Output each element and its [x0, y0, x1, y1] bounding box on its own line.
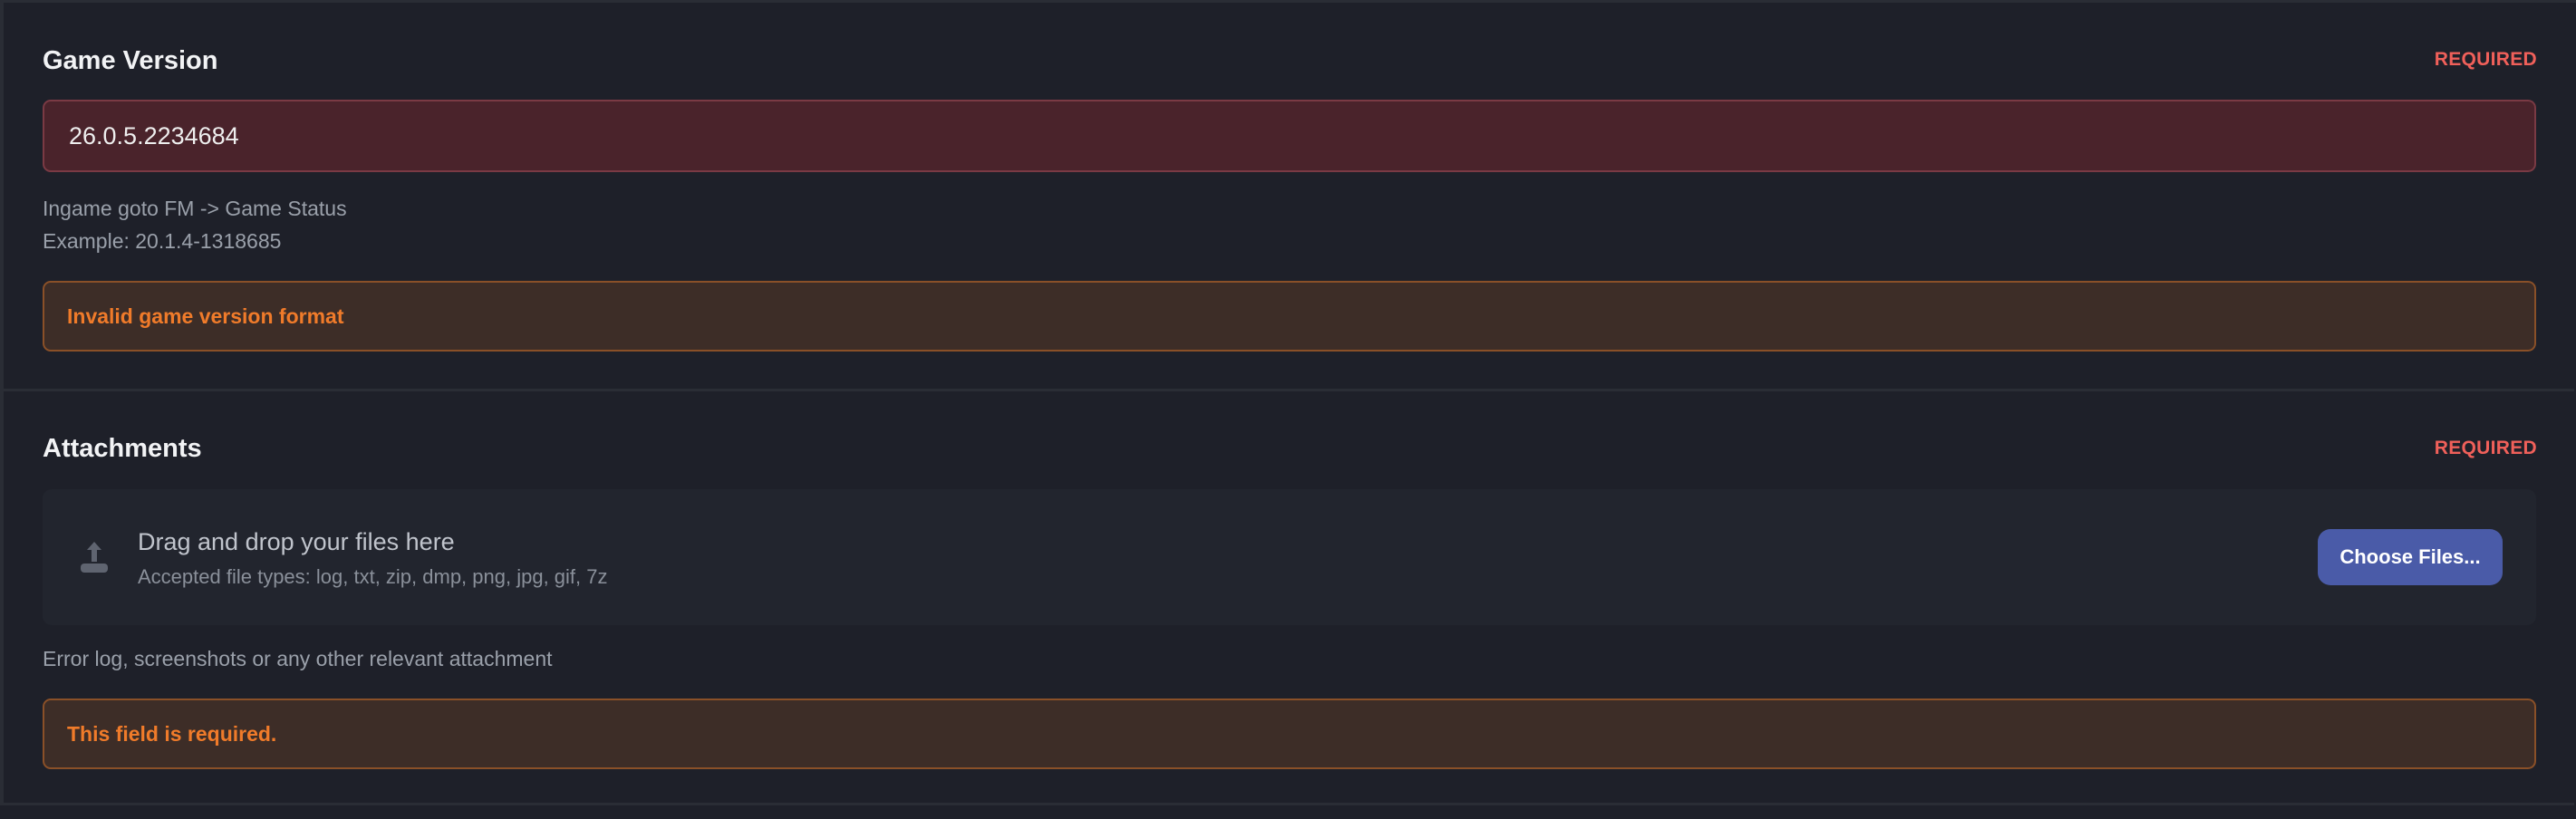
- attachments-error: This field is required.: [43, 699, 2536, 769]
- section-divider: [4, 389, 2574, 391]
- required-badge: REQUIRED: [2434, 438, 2537, 458]
- error-message: Invalid game version format: [67, 304, 344, 328]
- upload-icon: [81, 542, 108, 573]
- attachments-label: Attachments: [43, 434, 202, 463]
- required-badge: REQUIRED: [2434, 49, 2537, 70]
- help-text-location: Ingame goto FM -> Game Status: [43, 197, 347, 220]
- choose-files-button[interactable]: Choose Files...: [2318, 529, 2503, 585]
- game-version-input[interactable]: 26.0.5.2234684: [43, 100, 2536, 172]
- game-version-value: 26.0.5.2234684: [69, 121, 239, 149]
- dropzone-title: Drag and drop your files here: [138, 528, 455, 555]
- section-divider: [4, 803, 2574, 805]
- file-dropzone[interactable]: Drag and drop your files here Accepted f…: [43, 489, 2536, 625]
- accepted-file-types: Accepted file types: log, txt, zip, dmp,…: [138, 565, 608, 588]
- game-version-label: Game Version: [43, 46, 218, 75]
- error-message: This field is required.: [67, 721, 277, 746]
- attachments-help-text: Error log, screenshots or any other rele…: [43, 647, 553, 670]
- help-text-example: Example: 20.1.4-1318685: [43, 229, 282, 253]
- game-version-error: Invalid game version format: [43, 281, 2536, 352]
